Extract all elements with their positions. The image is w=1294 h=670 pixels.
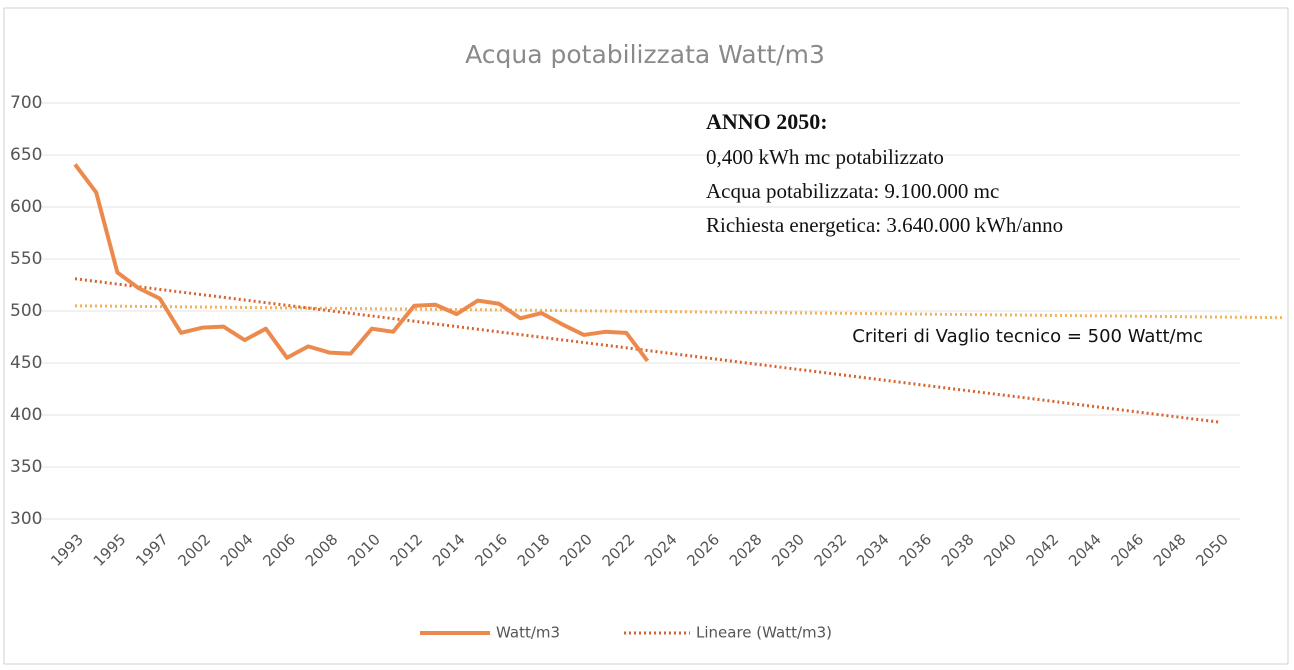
data-line	[73, 163, 650, 363]
legend-label: Lineare (Watt/m3)	[696, 624, 832, 642]
y-tick-label: 650	[10, 145, 42, 165]
reference-label: Criteri di Vaglio tecnico = 500 Watt/mc	[852, 326, 1203, 347]
reference-line	[74, 304, 1286, 320]
chart-border	[3, 7, 1289, 665]
chart-title: Acqua potabilizzata Watt/m3	[465, 40, 825, 69]
y-tick-label: 400	[10, 405, 42, 425]
trend-line	[74, 277, 1221, 424]
y-tick-label: 350	[10, 457, 42, 477]
y-tick-label: 450	[10, 353, 42, 373]
legend-label: Watt/m3	[496, 624, 560, 642]
y-tick-label: 300	[10, 509, 42, 529]
y-tick-label: 500	[10, 301, 42, 321]
annotation-line: Richiesta energetica: 3.640.000 kWh/anno	[706, 213, 1063, 237]
annotation-line: Acqua potabilizzata: 9.100.000 mc	[706, 179, 999, 203]
annotation-line: 0,400 kWh mc potabilizzato	[706, 145, 944, 169]
y-tick-label: 600	[10, 197, 42, 217]
annotation-heading: ANNO 2050:	[706, 109, 828, 134]
y-tick-label: 550	[10, 249, 42, 269]
y-tick-label: 700	[10, 93, 42, 113]
